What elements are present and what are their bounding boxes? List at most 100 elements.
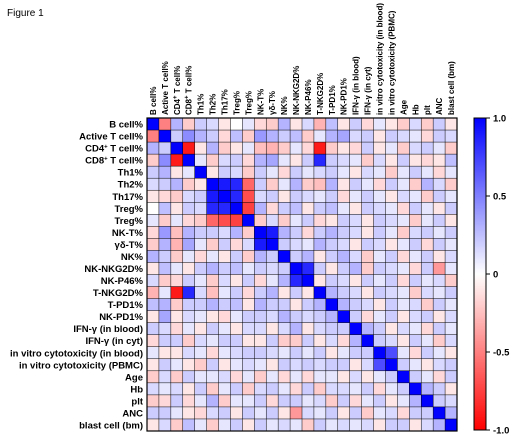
heatmap-cell [218, 202, 231, 215]
heatmap-cell [409, 166, 422, 179]
heatmap-cell [206, 226, 219, 239]
heatmap-cell [254, 154, 267, 167]
heatmap-cell [194, 238, 207, 251]
heatmap-cell [182, 190, 195, 203]
heatmap-cell [182, 226, 195, 239]
heatmap-cell [290, 142, 303, 155]
heatmap-cell [182, 370, 195, 384]
heatmap-cell [158, 178, 172, 191]
heatmap-cell [445, 118, 458, 131]
column-label: IFN-γ (in cyt) [364, 66, 373, 115]
heatmap-cell [433, 322, 446, 335]
heatmap-cell [373, 418, 386, 432]
heatmap-cell [433, 154, 446, 167]
heatmap-cell [302, 250, 315, 263]
colorbar-tick-label: 0 [493, 270, 498, 281]
colorbar-ticks: 1.0 0.5 0 -0.5 -1.0 [486, 114, 510, 437]
heatmap-cell [397, 394, 410, 408]
column-label: in vitro cytotoxicity (in blood) [376, 3, 385, 115]
heatmap-cell [445, 142, 458, 155]
heatmap-cell [373, 214, 386, 227]
heatmap-cell [182, 322, 195, 335]
heatmap-cell [290, 202, 303, 215]
heatmap-cell [290, 190, 303, 203]
heatmap-cell [254, 310, 267, 323]
heatmap-cell [421, 394, 434, 408]
heatmap-cell [254, 274, 267, 287]
heatmap-cell [349, 418, 362, 432]
heatmap-cell [313, 166, 327, 179]
heatmap-cell [147, 166, 160, 179]
heatmap-cell [278, 130, 291, 143]
heatmap-cell [230, 190, 243, 203]
heatmap-cell [194, 142, 207, 155]
heatmap-cell [349, 346, 362, 360]
heatmap-cell [278, 322, 291, 335]
heatmap-cell [349, 142, 362, 155]
heatmap-cell [182, 250, 195, 263]
heatmap-cell [337, 382, 350, 396]
heatmap-cell [182, 154, 195, 167]
heatmap-cell [242, 322, 255, 335]
heatmap-cell [433, 262, 446, 275]
heatmap-cell [147, 334, 160, 348]
heatmap-cell [337, 286, 350, 299]
row-label: NK-NKG2D% [84, 264, 143, 275]
heatmap-cell [349, 226, 362, 239]
heatmap-cell [266, 190, 279, 203]
heatmap-cell [337, 346, 350, 360]
heatmap-cell [397, 178, 410, 191]
heatmap-cell [194, 370, 207, 384]
heatmap-cell [421, 202, 434, 215]
heatmap-cell [182, 298, 195, 311]
heatmap-cell [266, 406, 279, 420]
heatmap-cell [194, 166, 207, 179]
heatmap-cell [182, 274, 195, 287]
heatmap-cell [385, 130, 398, 143]
heatmap-cell [254, 298, 267, 311]
heatmap-cell [170, 118, 184, 131]
column-label: in vitro cytotoxicity (PBMC) [387, 10, 396, 115]
heatmap-cell [337, 394, 350, 408]
heatmap-cell [278, 358, 291, 372]
heatmap-cell [147, 394, 160, 408]
column-label: Active T cell% [161, 61, 170, 115]
heatmap-cell [254, 238, 267, 251]
heatmap-cell [433, 406, 446, 420]
heatmap-cell [290, 262, 303, 275]
heatmap-cell [290, 118, 303, 131]
heatmap-cell [361, 334, 374, 348]
heatmap-cell [385, 394, 398, 408]
heatmap-cell [397, 370, 410, 384]
heatmap-cell [385, 274, 398, 287]
heatmap-cell [218, 166, 231, 179]
heatmap-cell [158, 310, 172, 323]
heatmap-cell [290, 334, 303, 348]
heatmap-cell [230, 370, 243, 384]
heatmap-cell [409, 286, 422, 299]
heatmap-cell [278, 238, 291, 251]
heatmap-cell [194, 250, 207, 263]
heatmap-cell [182, 286, 195, 299]
heatmap-cell [242, 274, 255, 287]
heatmap-cell [421, 298, 434, 311]
heatmap-cell [194, 406, 207, 420]
heatmap-cell [409, 118, 422, 131]
heatmap-cell [230, 214, 243, 227]
heatmap-cell [290, 406, 303, 420]
heatmap-cell [361, 346, 374, 360]
heatmap-cell [266, 142, 279, 155]
row-label: Treg% [114, 204, 143, 215]
heatmap-cell [361, 370, 374, 384]
heatmap-cell [385, 382, 398, 396]
heatmap-cell [313, 250, 327, 263]
heatmap-cell [337, 238, 350, 251]
column-label: T-PD1% [328, 85, 337, 115]
heatmap-cell [278, 166, 291, 179]
heatmap-cell [170, 274, 184, 287]
heatmap-cell [158, 226, 172, 239]
heatmap-cell [421, 154, 434, 167]
heatmap-cell [170, 370, 184, 384]
heatmap-cell [266, 250, 279, 263]
heatmap-cell [194, 130, 207, 143]
